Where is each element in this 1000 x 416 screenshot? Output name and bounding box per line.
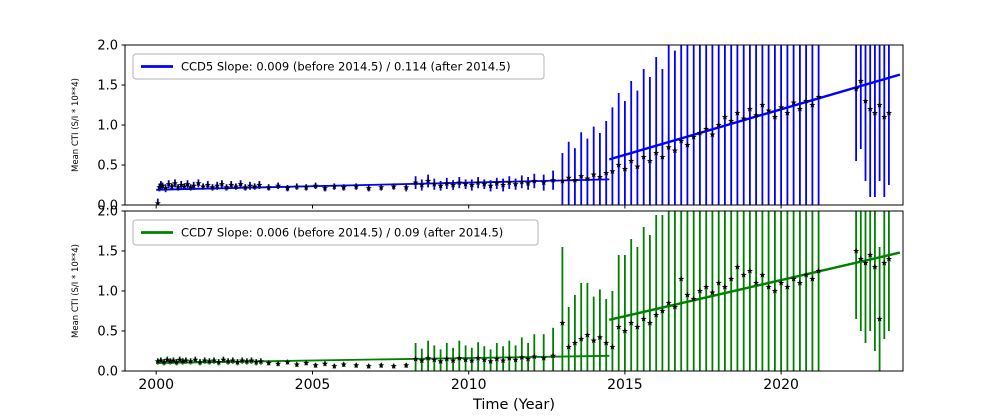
y-tick-label: 0.5 bbox=[97, 325, 118, 340]
legend-box bbox=[132, 219, 539, 246]
x-tick-label: 2000 bbox=[138, 377, 174, 393]
x-tick-label: 2020 bbox=[763, 377, 799, 393]
y-tick-label: 1.0 bbox=[97, 285, 118, 300]
y-tick-label: 2.0 bbox=[97, 39, 118, 54]
x-axis-label: Time (Year) bbox=[472, 397, 555, 413]
fit-line-before-ccd5 bbox=[156, 178, 610, 191]
y-tick-label: 0.0 bbox=[97, 199, 118, 214]
ticks-ccd5: 0.0 0.5 1.0 1.5 2.0 bbox=[97, 39, 782, 214]
markers-ccd5 bbox=[154, 77, 892, 205]
legend-ccd7: CCD7 Slope: 0.006 (before 2014.5) / 0.09… bbox=[132, 219, 539, 246]
y-tick-label: 2.0 bbox=[97, 205, 118, 220]
subplot-ccd5: 0.0 0.5 1.0 1.5 2.0 Mean CTI (S/I * 10**4) CCD… bbox=[71, 39, 904, 214]
y-tick-label: 0.5 bbox=[97, 159, 118, 174]
legend-label: CCD5 Slope: 0.009 (before 2014.5) / 0.11… bbox=[181, 60, 511, 74]
y-tick-label: 1.5 bbox=[97, 79, 118, 94]
x-tick-label: 2005 bbox=[295, 377, 331, 393]
errorbars-ccd7 bbox=[156, 211, 890, 371]
markers-ccd7 bbox=[154, 247, 892, 369]
ticks-ccd7: 2000 2005 2010 2015 2020 0.0 0.5 1.0 1.5 2.0 bbox=[97, 205, 799, 394]
y-tick-label: 1.0 bbox=[97, 119, 118, 134]
legend-ccd5: CCD5 Slope: 0.009 (before 2014.5) / 0.11… bbox=[132, 53, 545, 80]
x-tick-label: 2015 bbox=[607, 377, 643, 393]
subplot-ccd7: 2000 2005 2010 2015 2020 0.0 0.5 1.0 1.5 2.0 Mean … bbox=[71, 205, 904, 394]
fit-line-after-ccd7 bbox=[609, 251, 901, 321]
x-tick-label: 2010 bbox=[451, 377, 487, 393]
legend-box bbox=[132, 53, 545, 80]
y-axis-label-ccd5: Mean CTI (S/I * 10**4) bbox=[71, 78, 81, 172]
y-axis-label-ccd7: Mean CTI (S/I * 10**4) bbox=[71, 244, 81, 338]
fit-lines-ccd5 bbox=[156, 73, 901, 191]
y-tick-label: 0.0 bbox=[97, 365, 118, 380]
y-tick-label: 1.5 bbox=[97, 245, 118, 260]
legend-label: CCD7 Slope: 0.006 (before 2014.5) / 0.09… bbox=[181, 226, 503, 240]
